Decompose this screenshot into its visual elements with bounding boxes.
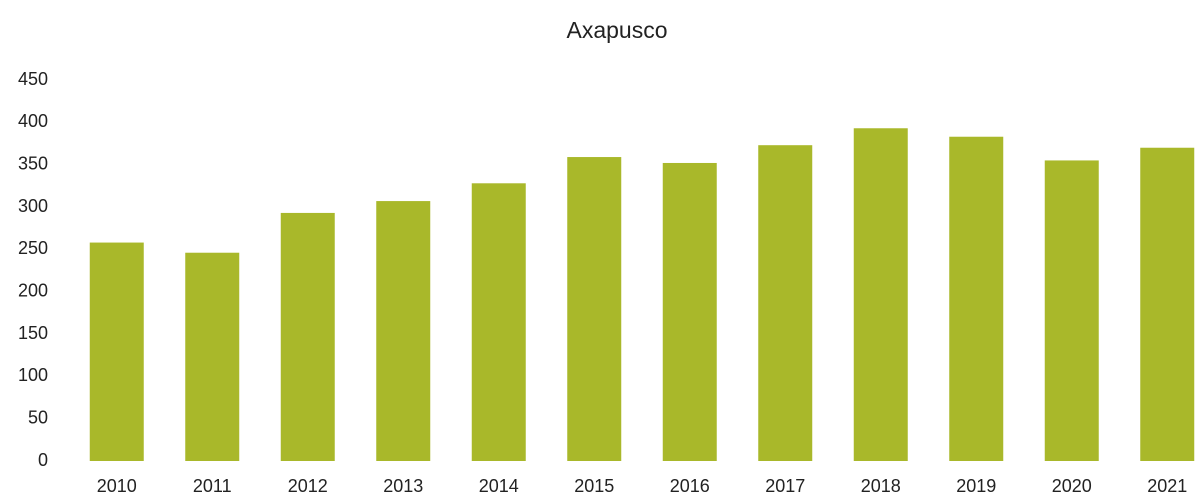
bar [853,128,908,461]
x-tick-label: 2015 [574,476,614,496]
x-tick-label: 2016 [670,476,710,496]
y-tick-label: 50 [28,407,48,427]
bar [280,212,335,461]
bar [376,201,431,461]
bar [567,157,622,461]
x-tick-label: 2012 [288,476,328,496]
x-tick-label: 2020 [1052,476,1092,496]
y-tick-label: 0 [38,450,48,470]
x-tick-label: 2010 [97,476,137,496]
y-tick-label: 100 [18,365,48,385]
bar [758,145,813,461]
x-tick-label: 2019 [956,476,996,496]
bar [662,162,717,461]
y-tick-label: 450 [18,69,48,89]
x-tick-label: 2018 [861,476,901,496]
x-tick-label: 2014 [479,476,519,496]
y-tick-label: 400 [18,111,48,131]
y-tick-label: 250 [18,238,48,258]
x-tick-label: 2011 [193,476,232,496]
bar [89,242,144,461]
y-tick-label: 350 [18,153,48,173]
bar [471,183,526,461]
y-tick-label: 150 [18,323,48,343]
bar [1044,160,1099,461]
chart-title: Axapusco [566,17,667,43]
x-tick-label: 2017 [765,476,805,496]
x-tick-label: 2021 [1147,476,1187,496]
y-tick-label: 200 [18,280,48,300]
bar [949,136,1004,461]
x-tick-label: 2013 [383,476,423,496]
y-tick-label: 300 [18,196,48,216]
bar [1140,147,1195,461]
bar [185,252,240,461]
